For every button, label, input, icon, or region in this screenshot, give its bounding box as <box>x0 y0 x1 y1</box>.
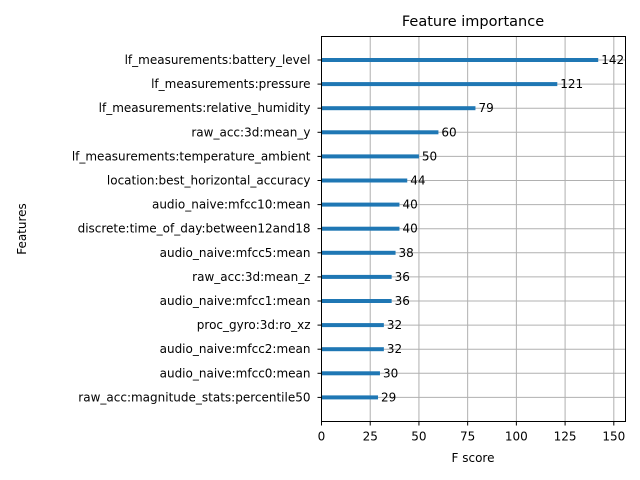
y-tick-label: lf_measurements:battery_level <box>125 53 311 67</box>
y-tick-label: audio_naive:mfcc10:mean <box>152 198 311 212</box>
y-tick-label: location:best_horizontal_accuracy <box>107 174 311 188</box>
bar <box>321 202 400 207</box>
bar-value-label: 38 <box>399 246 414 260</box>
y-axis-label: Features <box>15 203 29 255</box>
x-tick-label: 125 <box>554 430 577 444</box>
bars <box>321 58 599 400</box>
bar <box>321 323 384 328</box>
bar <box>321 130 439 135</box>
y-tick-label: audio_naive:mfcc0:mean <box>160 366 311 380</box>
bar <box>321 347 384 352</box>
y-tick-label: lf_measurements:temperature_ambient <box>72 149 311 163</box>
bar-value-label: 79 <box>478 101 493 115</box>
y-tick-label: audio_naive:mfcc5:mean <box>160 246 311 260</box>
plot-frame <box>321 36 626 422</box>
bar <box>321 154 419 159</box>
y-tick-label: raw_acc:3d:mean_y <box>191 125 310 139</box>
y-tick-label: raw_acc:magnitude_stats:percentile50 <box>78 390 310 404</box>
y-tick-label: raw_acc:3d:mean_z <box>192 270 310 284</box>
bar-value-label: 50 <box>422 149 437 163</box>
bar <box>321 395 379 400</box>
bar <box>321 226 400 231</box>
bar-value-label: 36 <box>395 294 410 308</box>
x-tick-label: 0 <box>318 430 326 444</box>
x-tick-label: 75 <box>460 430 475 444</box>
bar-value-label: 29 <box>381 390 396 404</box>
x-tick-label: 50 <box>411 430 426 444</box>
y-tick-label: discrete:time_of_day:between12and18 <box>78 222 311 236</box>
bar <box>321 106 476 111</box>
value-labels: 142 121 79 60 50 44 40 40 38 36 36 32 32 30 29 <box>381 53 624 404</box>
x-tick-label: 25 <box>363 430 378 444</box>
x-axis-label: F score <box>452 451 495 465</box>
bar <box>321 58 599 62</box>
bar <box>321 178 408 183</box>
bar <box>321 274 392 279</box>
bar <box>321 299 392 303</box>
bar-value-label: 30 <box>383 366 398 380</box>
y-tick-label: proc_gyro:3d:ro_xz <box>197 318 311 332</box>
bar-value-label: 32 <box>387 342 402 356</box>
x-tick-label: 150 <box>602 430 625 444</box>
x-tick-labels: 0 25 50 75 100 125 150 <box>318 421 625 444</box>
bar <box>321 371 380 376</box>
bar-value-label: 121 <box>560 77 583 91</box>
bar <box>321 250 396 255</box>
y-tick-label: lf_measurements:pressure <box>151 77 310 91</box>
chart-title: Feature importance <box>402 14 544 30</box>
y-tick-label: lf_measurements:relative_humidity <box>99 101 311 115</box>
y-tick-label: audio_naive:mfcc2:mean <box>160 342 311 356</box>
bar-value-label: 40 <box>402 222 417 236</box>
bar-value-label: 60 <box>441 125 456 139</box>
y-tick-labels: lf_measurements:battery_level lf_measurem… <box>72 53 322 404</box>
bar-value-label: 142 <box>601 53 624 67</box>
bar-value-label: 44 <box>410 174 425 188</box>
bar-value-label: 36 <box>395 270 410 284</box>
y-tick-label: audio_naive:mfcc1:mean <box>160 294 311 308</box>
bar-value-label: 32 <box>387 318 402 332</box>
x-tick-label: 100 <box>505 430 528 444</box>
bar-value-label: 40 <box>402 198 417 212</box>
bar <box>321 82 558 87</box>
